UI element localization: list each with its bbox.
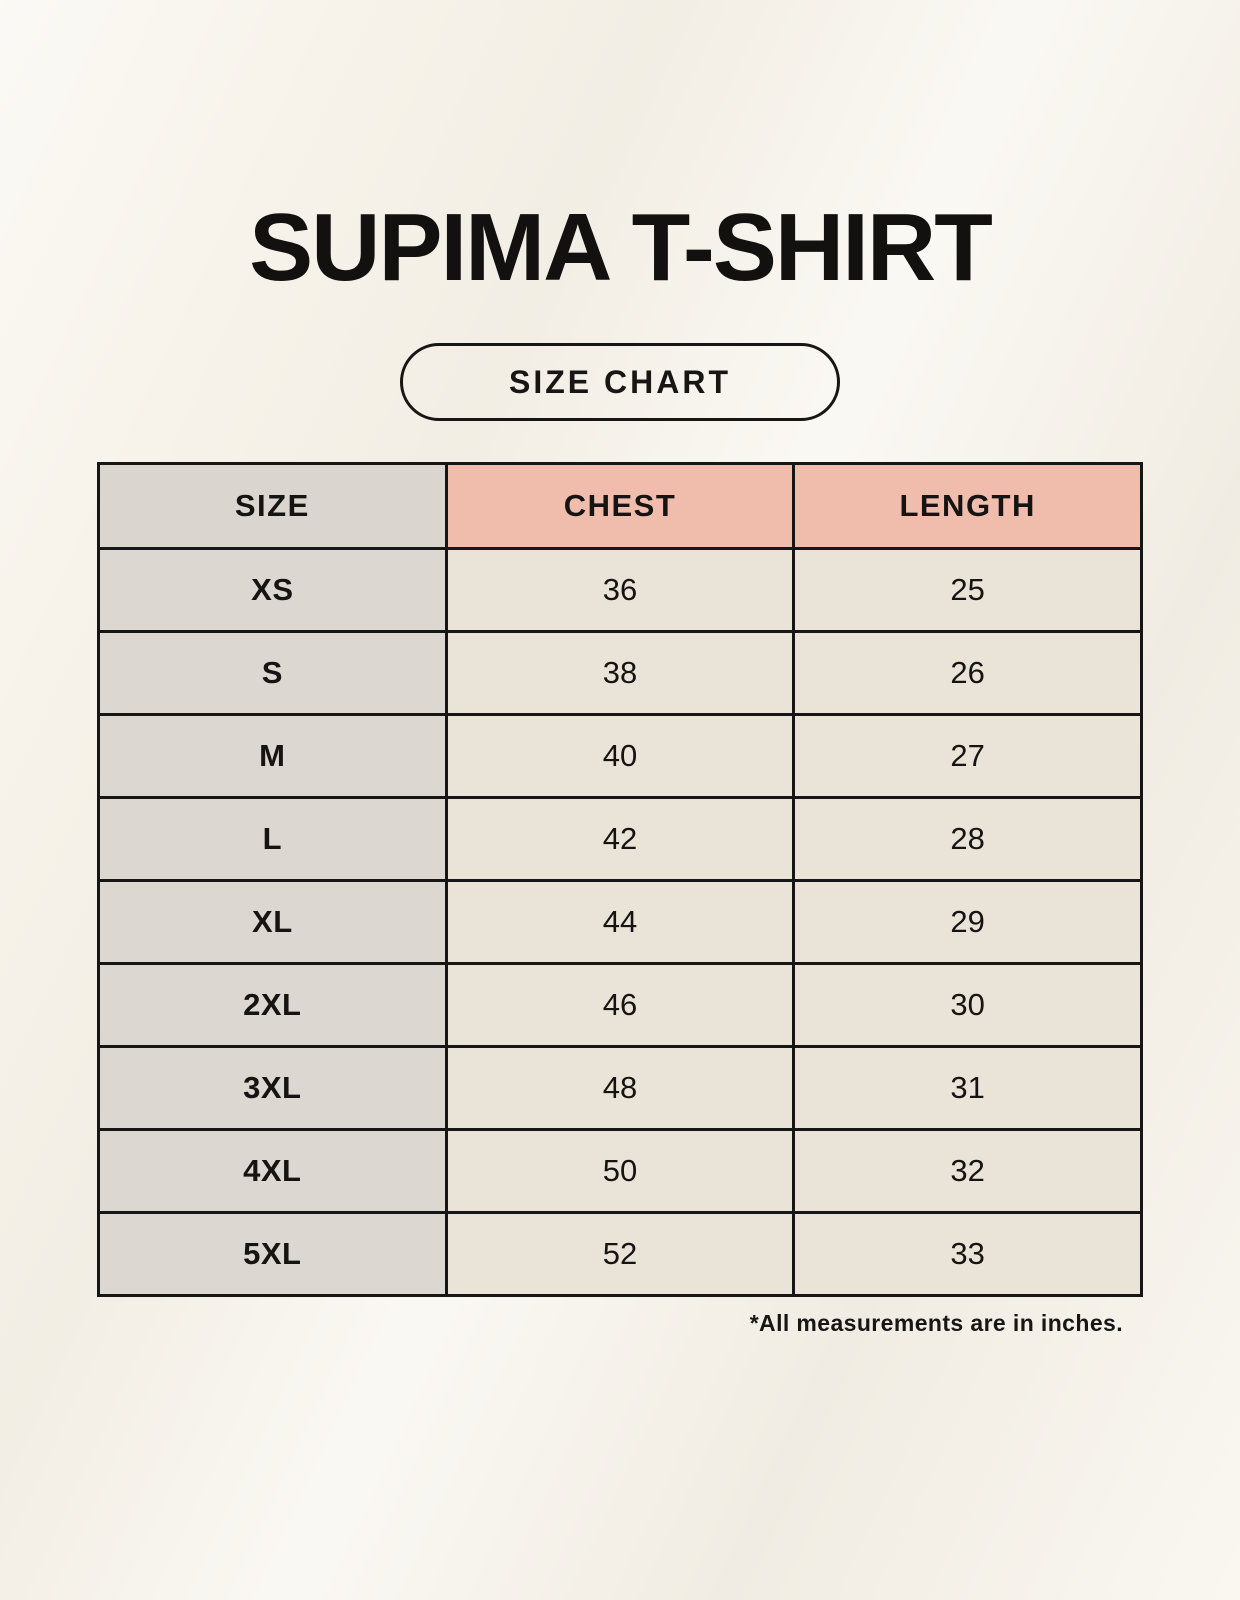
chest-cell: 36: [444, 546, 796, 633]
size-cell: 5XL: [97, 1210, 448, 1297]
size-table: SIZE CHEST LENGTH XS 36 25 S 38 26 M 40 …: [97, 461, 1143, 1297]
chest-cell: 42: [444, 795, 796, 882]
measurements-footnote: *All measurements are in inches.: [749, 1309, 1123, 1336]
chest-cell: 50: [444, 1127, 796, 1214]
length-cell: 32: [792, 1127, 1143, 1214]
chest-cell: 40: [444, 712, 796, 799]
table-row: 4XL 50 32: [97, 1127, 1143, 1214]
table-row: XL 44 29: [97, 878, 1143, 965]
size-cell: 3XL: [97, 1044, 448, 1131]
column-header-chest: CHEST: [444, 461, 796, 550]
length-cell: 31: [792, 1044, 1143, 1131]
size-cell: 2XL: [97, 961, 448, 1048]
size-cell: 4XL: [97, 1127, 448, 1214]
badge-container: SIZE CHART: [0, 299, 1240, 421]
size-chart-badge: SIZE CHART: [400, 342, 840, 421]
size-cell: L: [97, 795, 448, 882]
size-chart-page: SUPIMA T-SHIRT SIZE CHART SIZE CHEST LEN…: [0, 194, 1240, 1336]
length-cell: 29: [792, 878, 1143, 965]
chest-cell: 46: [444, 961, 796, 1048]
chest-cell: 38: [444, 629, 796, 716]
table-row: 3XL 48 31: [97, 1044, 1143, 1131]
chest-cell: 52: [444, 1210, 796, 1297]
table-row: L 42 28: [97, 795, 1143, 882]
page-title: SUPIMA T-SHIRT: [249, 194, 993, 301]
table-row: 2XL 46 30: [97, 961, 1143, 1048]
size-cell: XL: [97, 878, 448, 965]
length-cell: 28: [792, 795, 1143, 882]
length-cell: 27: [792, 712, 1143, 799]
length-cell: 33: [792, 1210, 1143, 1297]
column-header-size: SIZE: [97, 461, 448, 550]
size-table-body: XS 36 25 S 38 26 M 40 27 L 42 28 XL 44: [97, 546, 1143, 1297]
size-table-header: SIZE CHEST LENGTH: [97, 461, 1143, 550]
size-cell: S: [97, 629, 448, 716]
chest-cell: 44: [444, 878, 796, 965]
size-cell: XS: [97, 546, 448, 633]
header-row: SIZE CHEST LENGTH: [97, 461, 1143, 550]
length-cell: 30: [792, 961, 1143, 1048]
table-row: 5XL 52 33: [97, 1210, 1143, 1297]
table-row: XS 36 25: [97, 546, 1143, 633]
chest-cell: 48: [444, 1044, 796, 1131]
size-cell: M: [97, 712, 448, 799]
column-header-length: LENGTH: [792, 461, 1143, 550]
length-cell: 25: [792, 546, 1143, 633]
length-cell: 26: [792, 629, 1143, 716]
table-row: S 38 26: [97, 629, 1143, 716]
table-row: M 40 27: [97, 712, 1143, 799]
